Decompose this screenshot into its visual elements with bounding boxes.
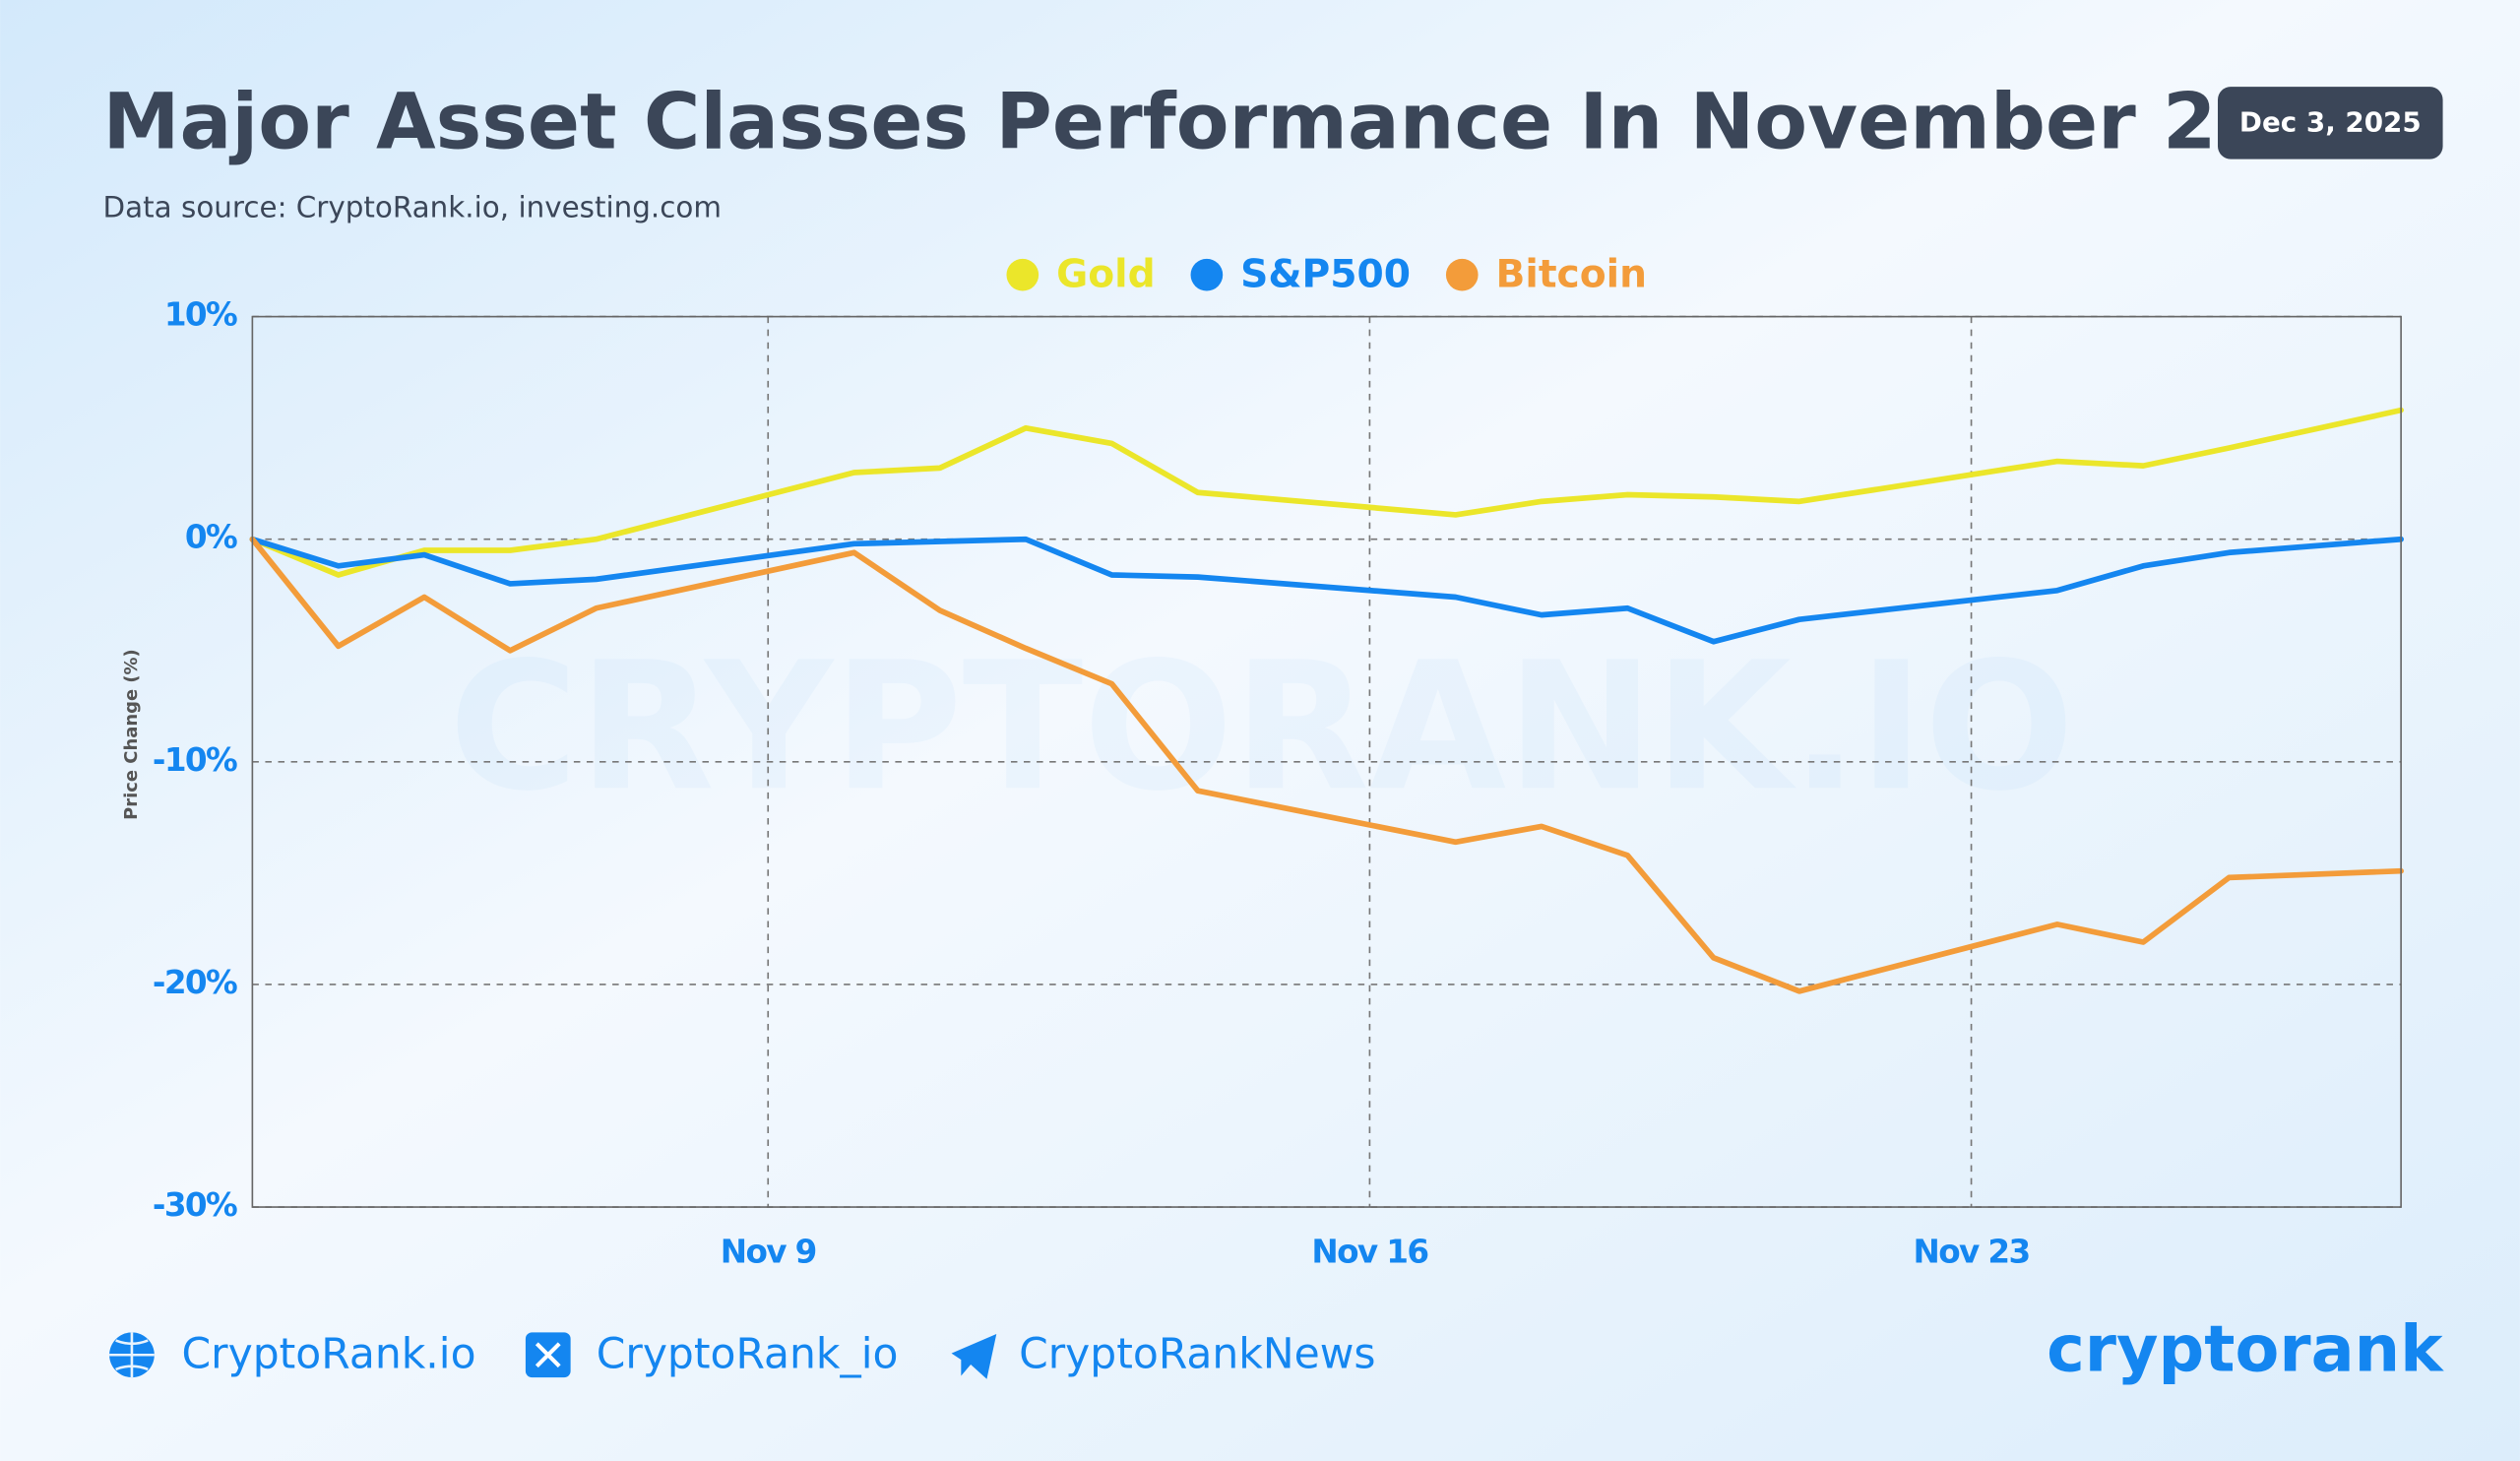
- x-icon-mark: [535, 1342, 561, 1368]
- footer: CryptoRank.io CryptoRank_io CryptoRankNe…: [109, 1312, 2444, 1387]
- y-tick-label: 10%: [164, 296, 237, 334]
- legend-swatch: [1190, 258, 1224, 291]
- legend-label: Bitcoin: [1496, 252, 1647, 296]
- globe-icon-lines: [109, 1332, 155, 1378]
- subtitle: Data source: CryptoRank.io, investing.co…: [103, 191, 722, 224]
- chart-title: Major Asset Classes Performance In Novem…: [103, 77, 2378, 166]
- date-badge: [2218, 87, 2443, 159]
- legend: Gold S&P500 Bitcoin: [1006, 252, 1647, 296]
- telegram-icon: [951, 1334, 997, 1379]
- footer-website: CryptoRank.io: [182, 1330, 476, 1378]
- legend-item: Gold: [1006, 252, 1156, 296]
- series-line: [249, 407, 2404, 578]
- series-line: [249, 536, 2404, 645]
- y-axis-label: Price Change (%): [121, 649, 142, 820]
- y-tick-label: 0%: [185, 519, 237, 556]
- watermark: CRYPTORANK.IO: [449, 624, 2074, 830]
- y-tick-label: -10%: [153, 741, 237, 779]
- logo: cryptorank: [2047, 1312, 2444, 1387]
- legend-item: S&P500: [1190, 252, 1411, 296]
- y-tick-label: -30%: [153, 1186, 237, 1224]
- plot-border: [251, 315, 2402, 1208]
- legend-label: Gold: [1056, 252, 1156, 296]
- x-tick-label: Nov 16: [1311, 1233, 1427, 1270]
- footer-telegram: CryptoRankNews: [1019, 1330, 1375, 1378]
- date-badge-text: Dec 3, 2025: [2239, 106, 2422, 139]
- footer-x: CryptoRank_io: [597, 1330, 899, 1378]
- series-line: [249, 536, 2404, 994]
- x-tick-label: Nov 23: [1914, 1233, 2030, 1270]
- y-tick-label: -20%: [153, 964, 237, 1001]
- legend-swatch: [1006, 258, 1040, 291]
- legend-item: Bitcoin: [1445, 252, 1647, 296]
- legend-swatch: [1445, 258, 1479, 291]
- legend-label: S&P500: [1240, 252, 1411, 296]
- plot-area: 10% 0% -10% -20% -30% Nov 9 Nov 16 Nov 23: [153, 296, 2404, 1270]
- x-tick-label: Nov 9: [721, 1233, 816, 1270]
